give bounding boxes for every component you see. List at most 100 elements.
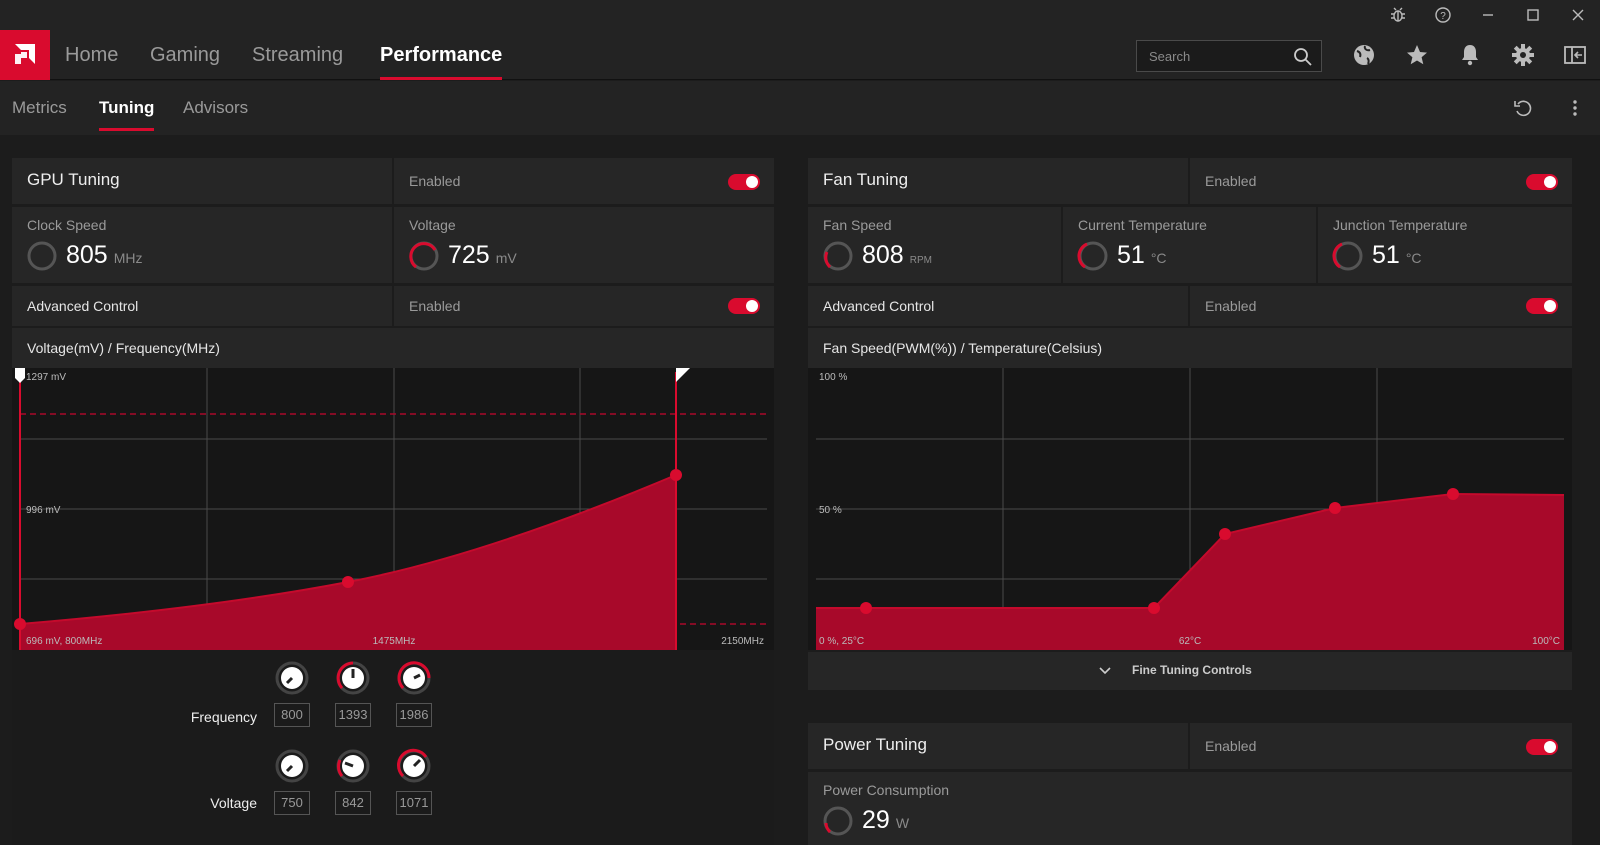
current-temperature-value: 51 <box>1117 241 1145 269</box>
frequency-input-2[interactable]: 1393 <box>335 703 371 727</box>
close-icon[interactable] <box>1566 5 1590 25</box>
search-input[interactable] <box>1137 41 1287 71</box>
nav-tab-home[interactable]: Home <box>65 44 119 66</box>
current-temperature-label: Current Temperature <box>1078 217 1207 233</box>
gpu-tuning-title: GPU Tuning <box>27 170 120 189</box>
bug-icon[interactable] <box>1386 5 1410 25</box>
frequency-input-3[interactable]: 1986 <box>396 703 432 727</box>
voltage-card: Voltage 725 mV <box>394 207 774 283</box>
fan-speed-metric: 808 RPM <box>862 241 932 270</box>
globe-icon[interactable] <box>1351 42 1377 68</box>
fan-advanced-control: Advanced Control <box>808 286 1188 326</box>
fan-enabled-label: Enabled <box>1205 173 1257 189</box>
fan-tuning-toggle[interactable] <box>1526 174 1558 190</box>
power-tuning-toggle[interactable] <box>1526 739 1558 755</box>
junction-temperature-metric: 51 °C <box>1372 241 1422 270</box>
nav-tab-performance[interactable]: Performance <box>380 30 503 80</box>
curve-point-2[interactable] <box>342 576 354 588</box>
reset-icon[interactable] <box>1512 97 1534 119</box>
gpu-advanced-toggle[interactable] <box>728 298 760 314</box>
fan-point-3[interactable] <box>1219 528 1231 540</box>
tab-advisors[interactable]: Advisors <box>183 98 249 117</box>
frequency-knob-1[interactable] <box>274 660 310 696</box>
junction-temperature-gauge <box>1332 241 1363 271</box>
gpu-advanced-label: Advanced Control <box>27 298 139 314</box>
tab-tuning[interactable]: Tuning <box>99 81 155 135</box>
amd-logo[interactable] <box>0 30 50 80</box>
star-icon[interactable] <box>1404 42 1430 68</box>
max-frequency-handle[interactable] <box>676 368 690 382</box>
gpu-chart-xmid: 1475MHz <box>373 636 416 647</box>
fan-point-1[interactable] <box>860 602 872 614</box>
voltage-input-3[interactable]: 1071 <box>396 791 432 815</box>
sidebar-icon[interactable] <box>1562 42 1588 68</box>
fan-speed-card: Fan Speed 808 RPM <box>808 207 1061 283</box>
voltage-frequency-chart[interactable]: 1297 mV 996 mV 696 mV, 800MHz 1475MHz 21… <box>12 368 774 650</box>
bell-icon[interactable] <box>1457 42 1483 68</box>
fan-advanced-toggle[interactable] <box>1526 298 1558 314</box>
fan-point-5[interactable] <box>1447 488 1459 500</box>
maximize-icon[interactable] <box>1521 5 1545 25</box>
clock-speed-card: Clock Speed 805 MHz <box>12 207 392 283</box>
current-temperature-card: Current Temperature 51 °C <box>1063 207 1316 283</box>
gpu-tuning-header: GPU Tuning <box>12 158 392 204</box>
clock-speed-label: Clock Speed <box>27 217 107 233</box>
fine-tuning-label: Fine Tuning Controls <box>1132 663 1252 677</box>
voltage-knob-2[interactable] <box>335 748 371 784</box>
nav-tab-streaming[interactable]: Streaming <box>252 44 344 66</box>
clock-speed-value: 805 <box>66 241 108 269</box>
voltage-knob-1[interactable] <box>274 748 310 784</box>
min-frequency-handle[interactable] <box>15 368 25 383</box>
power-consumption-value: 29 <box>862 806 890 834</box>
gpu-tuning-toggle[interactable] <box>728 174 760 190</box>
fan-temperature-chart[interactable]: 100 % 50 % 0 %, 25°C 62°C 100°C <box>808 368 1572 650</box>
frequency-knob-2[interactable] <box>335 660 371 696</box>
voltage-metric: 725 mV <box>448 241 517 270</box>
power-consumption-metric: 29 W <box>862 806 909 835</box>
more-options-icon[interactable] <box>1564 97 1586 119</box>
fan-chart-xmid: 62°C <box>1179 636 1201 647</box>
power-consumption-unit: W <box>895 815 910 831</box>
fan-tuning-header: Fan Tuning <box>808 158 1188 204</box>
svg-text:?: ? <box>1440 11 1446 22</box>
fan-chart-ymid: 50 % <box>819 505 842 516</box>
power-consumption-gauge <box>823 806 853 836</box>
frequency-knob-3[interactable] <box>396 660 432 696</box>
tab-metrics[interactable]: Metrics <box>12 98 67 117</box>
fine-tuning-controls-toggle[interactable]: Fine Tuning Controls <box>808 652 1572 690</box>
voltage-label: Voltage <box>409 217 456 233</box>
minimize-icon[interactable] <box>1476 5 1500 25</box>
fan-point-4[interactable] <box>1329 502 1341 514</box>
nav-tab-gaming[interactable]: Gaming <box>150 44 221 66</box>
power-consumption-card: Power Consumption 29 W <box>808 772 1572 845</box>
fan-curve-header: Fan Speed(PWM(%)) / Temperature(Celsius) <box>808 328 1572 368</box>
voltage-knob-3[interactable] <box>396 748 432 784</box>
fan-speed-gauge <box>823 241 853 271</box>
gpu-chart-ymax: 1297 mV <box>26 372 66 383</box>
gpu-advanced-enable-row: Enabled <box>394 286 774 326</box>
fan-chart-origin: 0 %, 25°C <box>819 636 864 647</box>
clock-speed-metric: 805 MHz <box>66 241 143 270</box>
power-tuning-header: Power Tuning <box>808 723 1188 769</box>
voltage-knobs-label: Voltage <box>210 795 257 811</box>
curve-point-1[interactable] <box>14 618 26 630</box>
gpu-enabled-label: Enabled <box>409 173 461 189</box>
voltage-input-1[interactable]: 750 <box>274 791 310 815</box>
search-icon[interactable] <box>1293 47 1313 67</box>
gear-icon[interactable] <box>1510 42 1536 68</box>
frequency-input-1[interactable]: 800 <box>274 703 310 727</box>
fan-curve-title: Fan Speed(PWM(%)) / Temperature(Celsius) <box>823 340 1103 356</box>
power-tuning-title: Power Tuning <box>823 735 927 754</box>
title-bar: ? <box>0 0 1600 30</box>
search-box[interactable] <box>1136 40 1322 72</box>
current-temperature-metric: 51 °C <box>1117 241 1167 270</box>
fan-advanced-label: Advanced Control <box>823 298 935 314</box>
amd-logo-icon <box>15 44 35 64</box>
gpu-advanced-enabled-label: Enabled <box>409 298 461 314</box>
fan-point-2[interactable] <box>1148 602 1160 614</box>
voltage-input-2[interactable]: 842 <box>335 791 371 815</box>
help-icon[interactable]: ? <box>1431 5 1455 25</box>
curve-point-3[interactable] <box>670 469 682 481</box>
junction-temperature-value: 51 <box>1372 241 1400 269</box>
clock-speed-gauge <box>27 241 57 271</box>
